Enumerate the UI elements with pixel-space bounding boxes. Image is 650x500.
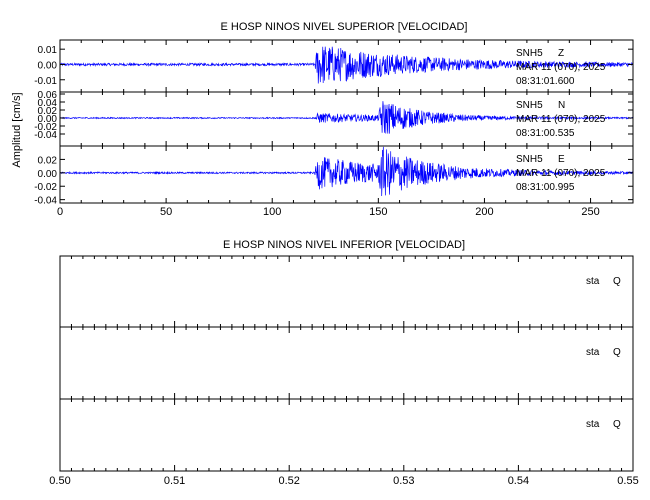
y-tick-label: 0.00: [38, 114, 58, 125]
record-date: MAR 11 (070), 2025: [516, 114, 606, 125]
record-date: MAR 11 (070), 2025: [516, 62, 606, 73]
component-label: Q: [613, 419, 621, 430]
station-name: sta: [586, 419, 600, 430]
station-name: SNH5: [516, 154, 543, 165]
panel-frame: [59, 145, 634, 204]
waveform-trace: [59, 101, 634, 134]
record-time: 08:31:01.600: [516, 76, 575, 87]
panel-frame: [59, 398, 634, 472]
y-tick-label: 0.04: [38, 98, 58, 109]
station-name: sta: [586, 276, 600, 287]
station-name: sta: [586, 347, 600, 358]
y-tick-label: 0.02: [38, 155, 58, 166]
y-tick-label: -0.02: [34, 122, 57, 133]
y-axis-label-upper: Amplitud [cm/s]: [11, 92, 23, 167]
y-tick-label: -0.04: [34, 130, 57, 141]
record-date: MAR 11 (070), 2025: [516, 168, 606, 179]
waveform-panel-n: 0.060.040.020.00-0.02-0.04 SNH5 N MAR 11 (0…: [34, 90, 634, 147]
record-time: 08:31:00.995: [516, 182, 575, 193]
panel-frame: [59, 255, 634, 328]
x-tick-label: 0.51: [164, 475, 185, 487]
upper-seismogram-chart: 0.01 0.00 -0.01 SNH5 Z MAR 11 (070), 2025 08:3…: [34, 39, 634, 218]
component-label: Q: [613, 347, 621, 358]
panel-frame: [59, 326, 634, 400]
waveform-trace: [59, 146, 634, 197]
y-tick-label: 0.00: [38, 60, 58, 71]
x-tick-label: 250: [581, 206, 599, 218]
x-tick-label: 0.53: [393, 475, 414, 487]
chart-title-upper: E HOSP NINOS NIVEL SUPERIOR [VELOCIDAD]: [221, 21, 468, 33]
y-tick-label: 0.01: [38, 45, 58, 56]
component-label: E: [558, 154, 565, 165]
station-name: SNH5: [516, 48, 543, 59]
empty-panel-3: sta Q: [59, 398, 634, 472]
waveform-trace: [59, 46, 634, 84]
x-tick-label: 50: [160, 206, 172, 218]
chart-title-lower: E HOSP NINOS NIVEL INFERIOR [VELOCIDAD]: [223, 239, 465, 251]
x-tick-label: 0: [57, 206, 63, 218]
waveform-panel-z: 0.01 0.00 -0.01 SNH5 Z MAR 11 (070), 2025 08:3…: [34, 39, 634, 93]
station-name: SNH5: [516, 100, 543, 111]
x-tick-label: 0.55: [617, 475, 638, 487]
x-tick-label: 200: [475, 206, 493, 218]
record-time: 08:31:00.535: [516, 128, 575, 139]
x-tick-label: 100: [263, 206, 281, 218]
y-tick-label: 0.00: [38, 169, 58, 180]
waveform-panel-e: 0.02 0.00 -0.02 -0.04 SNH5 E MAR 11 (070), 202…: [34, 145, 634, 207]
x-tick-label: 0.50: [49, 475, 70, 487]
y-tick-label: 0.02: [38, 106, 58, 117]
y-tick-label: 0.06: [38, 90, 58, 101]
empty-panel-1: sta Q: [59, 255, 634, 328]
component-label: N: [558, 100, 565, 111]
y-tick-label: -0.02: [34, 182, 57, 193]
component-label: Q: [613, 276, 621, 287]
x-tick-label: 0.52: [278, 475, 299, 487]
y-tick-label: -0.04: [34, 196, 57, 207]
empty-panel-2: sta Q: [59, 326, 634, 400]
y-tick-label: -0.01: [34, 76, 57, 87]
x-tick-label: 0.54: [508, 475, 529, 487]
component-label: Z: [558, 48, 564, 59]
x-tick-label: 150: [369, 206, 387, 218]
